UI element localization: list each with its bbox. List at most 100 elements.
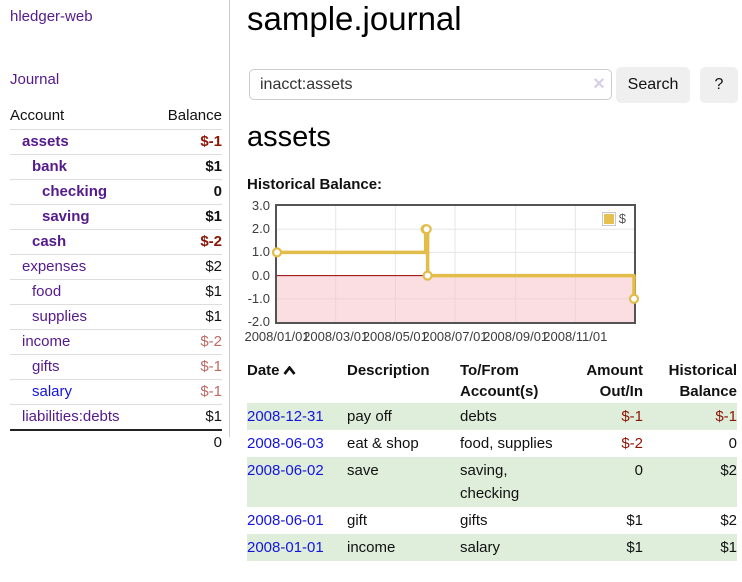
transaction-balance: $2 — [720, 512, 737, 529]
transaction-amount: 0 — [634, 462, 643, 479]
account-row-liabilities-debts: liabilities:debts $1 — [10, 404, 222, 429]
transaction-balance: $1 — [720, 539, 737, 556]
transaction-description: gift — [347, 512, 368, 529]
y-tick-label: 2.0 — [251, 221, 270, 237]
account-column-header: Account — [10, 107, 65, 124]
account-heading: assets — [247, 121, 331, 153]
col-header-amount: Amount Out/In — [586, 362, 643, 400]
sort-ascending-icon — [282, 365, 296, 375]
account-balance: $-1 — [200, 133, 222, 150]
account-balance: $1 — [205, 283, 222, 300]
account-link[interactable]: income — [22, 333, 71, 350]
account-link[interactable]: expenses — [22, 258, 87, 275]
account-link[interactable]: assets — [22, 133, 69, 150]
account-balance: $2 — [205, 258, 222, 275]
transaction-description: income — [347, 539, 396, 556]
account-row-gifts: gifts $-1 — [10, 354, 222, 379]
transaction-description: pay off — [347, 408, 392, 425]
transaction-accounts: food, supplies — [460, 435, 553, 452]
account-row-assets: assets $-1 — [10, 129, 222, 154]
account-row-saving: saving $1 — [10, 204, 222, 229]
main-content: sample.journal × Search ? assets Histori… — [244, 0, 742, 582]
x-tick-label: 2008/09/01 — [483, 329, 549, 344]
account-row-checking: checking 0 — [10, 179, 222, 204]
col-header-description: Description — [347, 362, 430, 379]
sidebar-item-journal[interactable]: Journal — [10, 71, 60, 88]
register-row: 2008-01-01 income salary $1 $1 — [247, 534, 737, 561]
total-balance: 0 — [213, 434, 222, 451]
transaction-accounts: debts — [460, 408, 497, 425]
account-link[interactable]: gifts — [32, 358, 60, 375]
account-balance: 0 — [213, 183, 222, 200]
y-tick-label: 0.0 — [251, 267, 270, 283]
chart-legend: $ — [600, 210, 627, 227]
search-button[interactable]: Search — [616, 67, 690, 103]
transaction-date-link[interactable]: 2008-01-01 — [247, 539, 324, 556]
transaction-balance: 0 — [728, 435, 737, 452]
transaction-date-link[interactable]: 2008-06-02 — [247, 462, 324, 479]
page-title: sample.journal — [247, 0, 462, 37]
account-link[interactable]: saving — [42, 208, 90, 225]
y-tick-label: -1.0 — [247, 290, 270, 306]
y-tick-label: -2.0 — [247, 314, 270, 329]
account-link[interactable]: salary — [32, 383, 73, 400]
transaction-date-link[interactable]: 2008-12-31 — [247, 408, 324, 425]
account-balance: $-2 — [200, 333, 222, 350]
account-row-food: food $1 — [10, 279, 222, 304]
account-balance: $1 — [205, 308, 222, 325]
date-header-label: Date — [247, 362, 280, 379]
account-balance: $1 — [205, 158, 222, 175]
app-brand-link[interactable]: hledger-web — [10, 8, 93, 25]
transaction-date-link[interactable]: 2008-06-01 — [247, 512, 324, 529]
register-row: 2008-06-02 save saving, checking 0 $2 — [247, 457, 737, 507]
transaction-amount: $-1 — [621, 408, 643, 425]
account-link[interactable]: bank — [32, 158, 68, 175]
register-row: 2008-12-31 pay off debts $-1 $-1 — [247, 403, 737, 430]
sidebar: hledger-web Journal Account Balance asse… — [0, 0, 230, 451]
chart-title: Historical Balance: — [247, 176, 383, 193]
legend-swatch-icon — [601, 211, 616, 226]
x-tick-label: 2008/05/01 — [362, 329, 428, 344]
transaction-date-link[interactable]: 2008-06-03 — [247, 435, 324, 452]
register-row: 2008-06-01 gift gifts $1 $2 — [247, 507, 737, 534]
account-row-cash: cash $-2 — [10, 229, 222, 254]
clear-search-icon[interactable]: × — [593, 73, 605, 95]
account-balance: $-2 — [200, 233, 222, 250]
register-header-row: Date Description To/From Account(s) Amoun… — [247, 358, 737, 403]
balance-chart: $ — [271, 204, 640, 324]
account-balance: $1 — [205, 208, 222, 225]
chart-canvas — [271, 206, 640, 322]
legend-label: $ — [618, 211, 626, 226]
transaction-amount: $-2 — [621, 435, 643, 452]
balance-column-header: Balance — [167, 107, 222, 124]
col-header-date[interactable]: Date — [247, 358, 347, 403]
account-link[interactable]: checking — [42, 183, 108, 200]
account-link[interactable]: supplies — [32, 308, 88, 325]
x-tick-label: 2008/07/01 — [422, 329, 488, 344]
account-row-bank: bank $1 — [10, 154, 222, 179]
help-button[interactable]: ? — [700, 67, 738, 103]
account-link[interactable]: liabilities:debts — [22, 408, 120, 425]
account-row-supplies: supplies $1 — [10, 304, 222, 329]
transaction-amount: $1 — [626, 512, 643, 529]
account-balance: $1 — [205, 408, 222, 425]
transaction-description: eat & shop — [347, 435, 419, 452]
x-tick-label: 2008/11/01 — [543, 329, 608, 344]
register-row: 2008-06-03 eat & shop food, supplies $-2… — [247, 430, 737, 457]
account-balance: $-1 — [200, 383, 222, 400]
transaction-balance: $-1 — [715, 408, 737, 425]
account-balance: $-1 — [200, 358, 222, 375]
transaction-accounts: salary — [460, 539, 501, 556]
account-link[interactable]: food — [32, 283, 62, 300]
register-table: Date Description To/From Account(s) Amoun… — [247, 358, 737, 561]
y-tick-label: 1.0 — [251, 244, 270, 260]
x-tick-label: 2008/03/01 — [303, 329, 369, 344]
transaction-accounts: saving, checking — [460, 462, 520, 502]
col-header-accounts: To/From Account(s) — [460, 362, 539, 400]
transaction-description: save — [347, 462, 379, 479]
account-link[interactable]: cash — [32, 233, 67, 250]
account-tree-total-row: 0 — [10, 429, 222, 454]
search-input[interactable] — [249, 69, 612, 100]
transaction-accounts: gifts — [460, 512, 488, 529]
account-row-salary: salary $-1 — [10, 379, 222, 404]
